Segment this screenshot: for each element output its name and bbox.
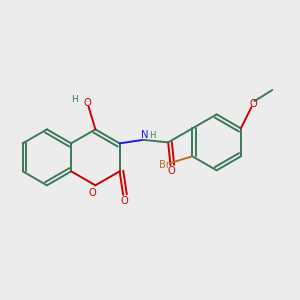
Text: H: H	[149, 131, 156, 140]
Text: O: O	[249, 99, 257, 109]
Text: Br: Br	[159, 160, 170, 170]
Text: O: O	[88, 188, 96, 198]
Text: H: H	[71, 95, 77, 104]
Text: N: N	[141, 130, 148, 140]
Text: O: O	[83, 98, 91, 107]
Text: O: O	[167, 166, 175, 176]
Text: O: O	[120, 196, 128, 206]
